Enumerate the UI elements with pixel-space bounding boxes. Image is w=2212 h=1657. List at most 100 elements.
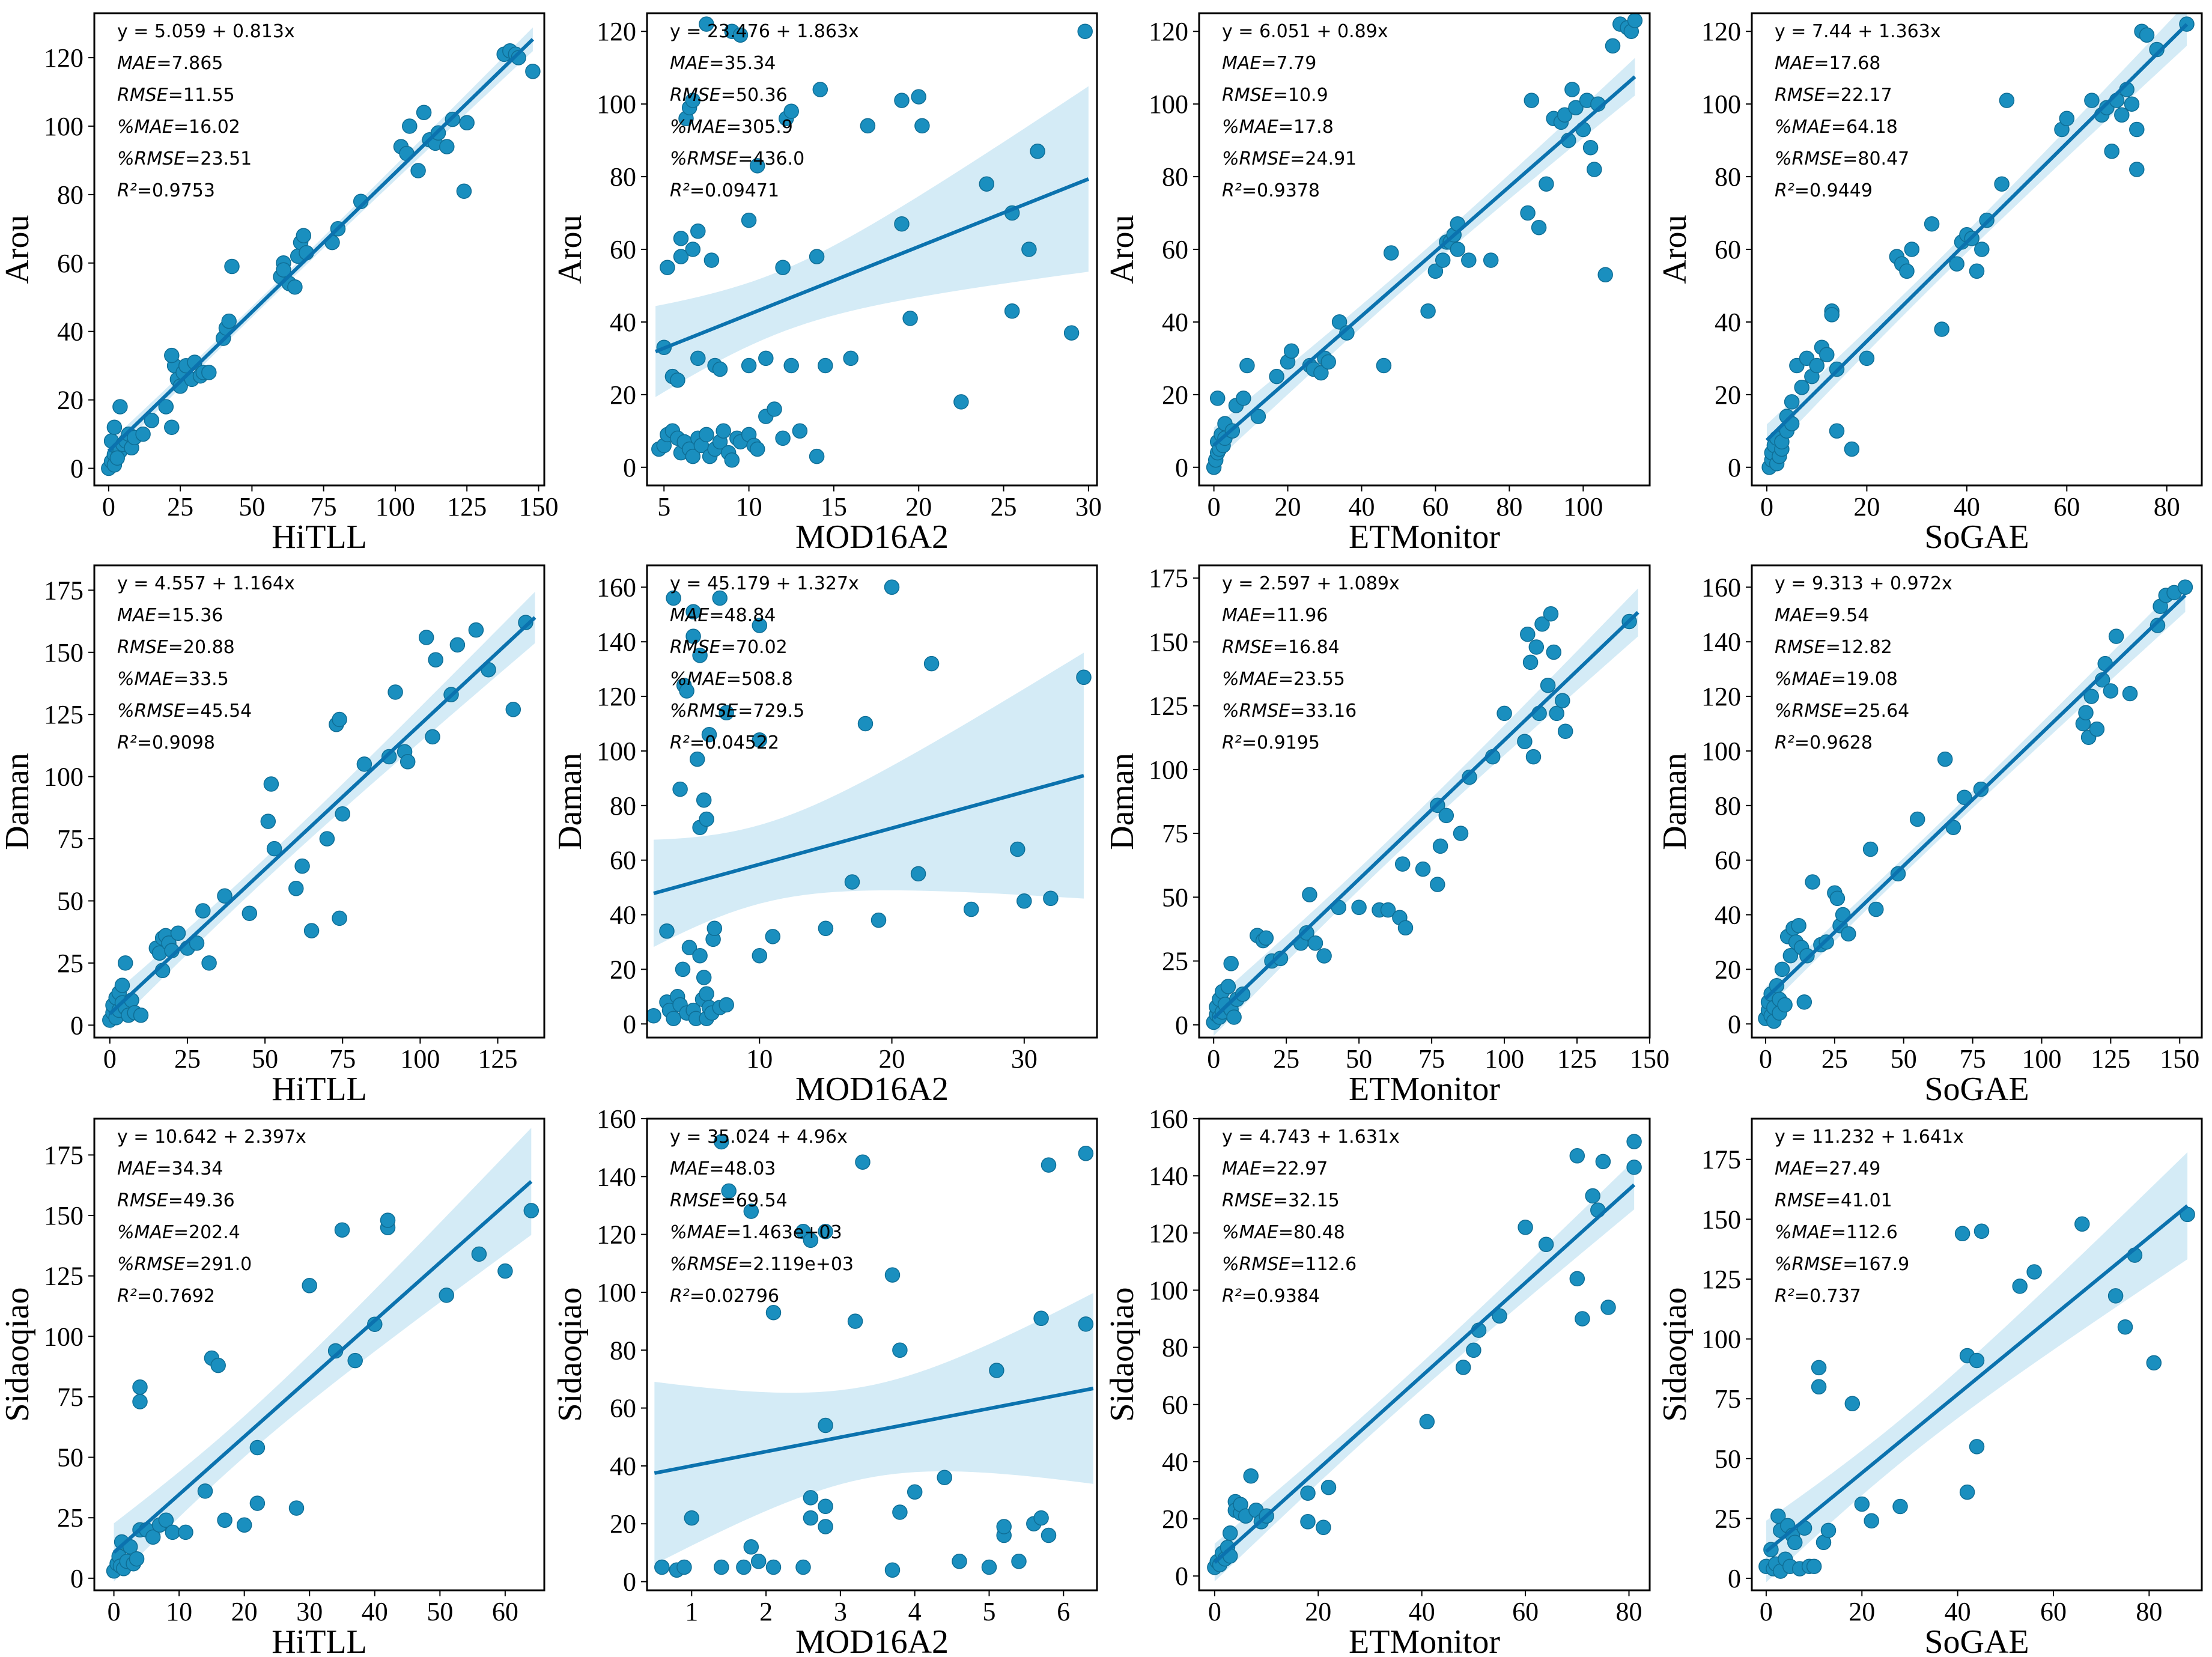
stat-line: R²=0.9378: [1222, 180, 1320, 201]
panel-frame: [93, 1117, 545, 1592]
data-point: [1862, 841, 1879, 857]
data-point: [1564, 82, 1580, 97]
data-point: [1455, 1360, 1471, 1375]
data-point: [518, 615, 533, 630]
stat-name: %MAE: [1775, 117, 1831, 138]
data-point: [1954, 1226, 1970, 1242]
stat-name: %RMSE: [1222, 1254, 1290, 1275]
data-point: [716, 423, 731, 439]
data-point: [410, 163, 426, 178]
data-point: [1868, 901, 1884, 917]
x-tick-label: 0: [102, 492, 115, 521]
panel-frame: [93, 12, 545, 487]
y-tick-label: 80: [610, 162, 636, 192]
data-point: [712, 361, 728, 377]
x-tick-label: 10: [746, 1044, 773, 1074]
data-point: [497, 1263, 513, 1279]
data-point: [1283, 343, 1299, 359]
data-point: [112, 399, 128, 415]
data-point: [1806, 1558, 1822, 1574]
data-point: [1799, 947, 1815, 964]
data-point: [2122, 686, 2138, 702]
confidence-band: [654, 1293, 1093, 1564]
plot-area: [1207, 1134, 1642, 1582]
x-tick-label: 20: [231, 1597, 258, 1626]
plot-area: [106, 1128, 539, 1582]
x-tick-label: 0: [1208, 1597, 1221, 1626]
stat-line: MAE=7.79: [1222, 53, 1316, 74]
data-point: [1959, 1484, 1975, 1500]
data-point: [332, 711, 347, 728]
data-point: [923, 655, 940, 672]
data-point: [1937, 751, 1953, 767]
stat-name: MAE: [1775, 1158, 1814, 1179]
data-point: [249, 1440, 266, 1456]
data-point: [2012, 1278, 2028, 1294]
stat-name: %RMSE: [117, 701, 185, 722]
y-tick-label: 125: [44, 1262, 84, 1291]
data-point: [2103, 683, 2119, 699]
x-tick-label: 10: [166, 1597, 192, 1626]
data-point: [818, 1417, 833, 1434]
scatter-panel: 0 20 40 60 80 0 25 50 75 100 125 150 175 SoGAE Sidaoqi…: [1656, 1117, 2203, 1657]
data-point: [260, 813, 276, 829]
y-tick-label: 100: [1149, 755, 1188, 785]
regression-line: [107, 38, 535, 452]
stat-value: =0.02796: [690, 1286, 779, 1307]
data-point: [1496, 705, 1512, 722]
stat-name: %RMSE: [1222, 701, 1290, 722]
data-point: [1909, 811, 1925, 827]
regression-equation: y = 4.557 + 1.164x: [117, 573, 295, 594]
data-point: [2084, 93, 2100, 108]
stat-name: %MAE: [117, 117, 174, 138]
data-point: [439, 1288, 454, 1303]
data-point: [1568, 100, 1584, 115]
data-point: [1774, 961, 1790, 977]
y-tick-label: 20: [1162, 380, 1188, 410]
data-point: [809, 249, 825, 264]
data-point: [714, 1559, 729, 1575]
stat-value: =15.36: [156, 605, 223, 626]
stat-value: =80.47: [1843, 148, 1909, 169]
data-point: [894, 93, 910, 108]
y-tick-label: 0: [623, 1567, 636, 1597]
data-point: [1466, 1342, 1481, 1358]
x-axis-label: SoGAE: [1924, 518, 2029, 556]
data-point: [1222, 1525, 1238, 1541]
data-point: [178, 1524, 193, 1540]
stat-name: MAE: [1222, 53, 1261, 74]
data-point: [701, 726, 717, 743]
y-tick-label: 150: [1701, 1205, 1741, 1234]
y-axis-label: Arou: [1656, 214, 1694, 284]
stat-value: =7.79: [1261, 53, 1316, 74]
scatter-panel: 0 25 50 75 100 125 150 0 20 40 60 80 100 120 HiTLL Arou…: [0, 12, 558, 556]
data-point: [1627, 13, 1643, 28]
data-point: [2107, 1288, 2124, 1304]
stat-line: MAE=34.34: [117, 1158, 223, 1179]
data-point: [1316, 1519, 1331, 1536]
data-point: [2139, 27, 2155, 43]
data-point: [1904, 242, 1920, 257]
y-tick-label: 175: [44, 576, 84, 605]
data-point: [1258, 930, 1274, 946]
confidence-band: [654, 652, 1084, 947]
x-tick-label: 25: [167, 492, 193, 521]
x-tick-label: 0: [1207, 1044, 1220, 1074]
x-tick-label: 125: [478, 1044, 518, 1074]
data-point: [1974, 242, 1990, 257]
data-point: [1269, 368, 1284, 385]
stat-name: %MAE: [1222, 117, 1278, 138]
y-tick-label: 120: [597, 17, 636, 46]
stat-name: %MAE: [1222, 669, 1278, 690]
data-point: [132, 1394, 148, 1409]
x-tick-label: 20: [1275, 492, 1301, 521]
stat-value: =69.54: [721, 1190, 788, 1211]
data-point: [249, 1495, 266, 1511]
data-point: [1033, 1510, 1049, 1526]
stat-value: =22.17: [1826, 85, 1892, 106]
data-point: [471, 1246, 487, 1262]
data-point: [135, 426, 151, 442]
y-tick-label: 75: [1162, 819, 1188, 848]
regression-equation: y = 6.051 + 0.89x: [1222, 21, 1388, 42]
plot-area: [1206, 13, 1643, 475]
